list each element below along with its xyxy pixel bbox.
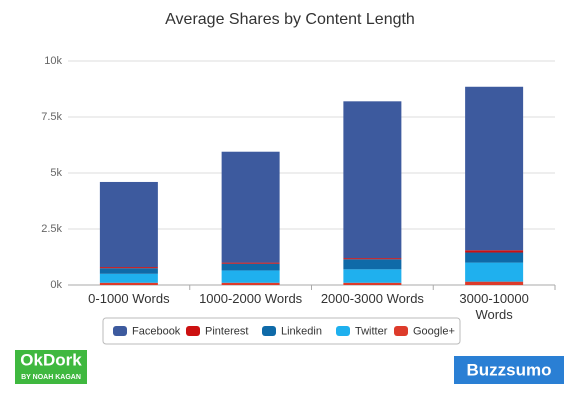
bar-segment	[343, 282, 402, 285]
bar-segment	[465, 281, 524, 285]
y-tick-label: 7.5k	[41, 111, 62, 123]
okdork-logo	[15, 350, 87, 384]
legend-swatch	[394, 326, 408, 336]
bar-segment	[343, 269, 402, 283]
y-tick-label: 2.5k	[41, 223, 62, 235]
x-tick-label: 1000-2000 Words	[199, 291, 303, 306]
bar-segment	[99, 181, 158, 268]
y-tick-label: 5k	[50, 167, 62, 179]
y-tick-label: 10k	[44, 55, 62, 67]
legend-label: Google+	[413, 325, 455, 337]
legend-label: Pinterest	[205, 325, 248, 337]
bar-segment	[465, 262, 524, 282]
buzzsumo-text: Buzzsumo	[467, 360, 552, 379]
legend-label: Linkedin	[281, 325, 322, 337]
bar-segment	[221, 262, 280, 264]
legend-box	[102, 317, 461, 345]
legend-swatch	[186, 326, 200, 336]
x-tick-label: 2000-3000 Words	[320, 291, 424, 306]
bar-segment	[99, 267, 158, 269]
okdork-sub: BY NOAH KAGAN	[21, 374, 81, 381]
bar-segment	[221, 270, 280, 283]
bar-segment	[221, 263, 280, 271]
bar-segment	[465, 252, 524, 263]
bar-segment	[99, 273, 158, 283]
bar-segment	[99, 282, 158, 285]
chart-title: Average Shares by Content Length	[165, 11, 415, 28]
bar-segment	[221, 151, 280, 263]
legend-label: Facebook	[132, 325, 181, 337]
bar-segment	[343, 101, 402, 259]
x-tick-label: 0-1000 Words	[88, 291, 170, 306]
buzzsumo-logo	[454, 356, 564, 384]
bar-segment	[99, 268, 158, 274]
bar-segment	[465, 86, 524, 251]
bar-segment	[343, 258, 402, 260]
legend-label: Twitter	[355, 325, 388, 337]
x-tick-label: 3000-10000 Words	[459, 291, 529, 322]
bar-segment	[343, 259, 402, 270]
legend-swatch	[262, 326, 276, 336]
bar-segment	[221, 282, 280, 285]
legend-swatch	[113, 326, 127, 336]
legend-swatch	[336, 326, 350, 336]
okdork-text: OkDork	[20, 350, 82, 369]
bar-segment	[465, 250, 524, 253]
y-tick-label: 0k	[50, 279, 62, 291]
